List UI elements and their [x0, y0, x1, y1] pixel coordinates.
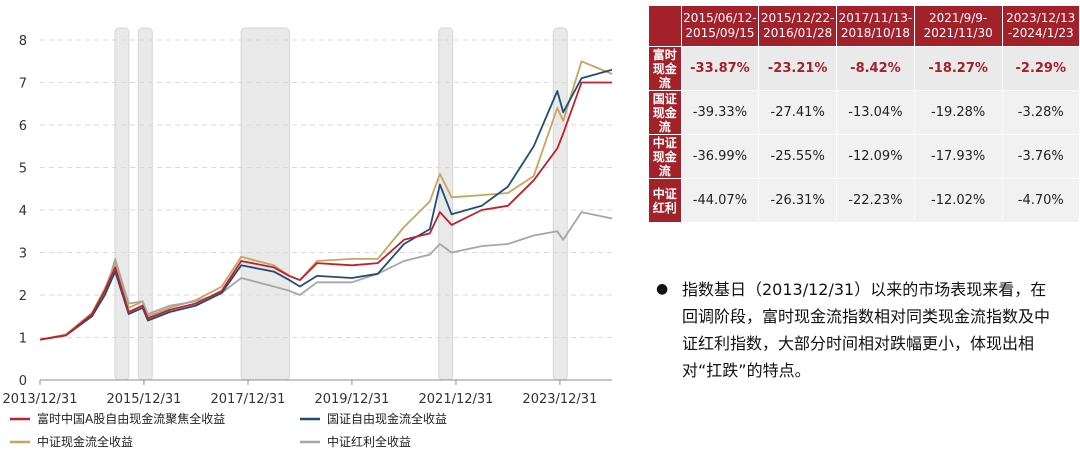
- y-tick-label: 5: [19, 162, 27, 177]
- table-cell: -8.42%: [836, 46, 915, 91]
- drawdown-period-band: [438, 27, 454, 381]
- series-line: [39, 211, 613, 341]
- table-cell: -2.29%: [1001, 46, 1080, 91]
- row-label-line: 富时: [652, 47, 677, 62]
- table-row: 中证 红利 -44.07% -26.31% -22.23% -12.02% -4.…: [648, 178, 1080, 223]
- row-label-csi-cashflow: 中证 现金流: [648, 134, 682, 179]
- y-tick-label: 2: [19, 289, 27, 304]
- row-label-line: 流: [658, 75, 671, 90]
- drawdown-period-band: [240, 27, 290, 381]
- table-cell: -39.33%: [680, 90, 760, 135]
- y-tick-label: 6: [19, 119, 27, 134]
- header-line: -2024/1/23: [1007, 26, 1074, 40]
- row-label-line: 现金: [652, 61, 677, 76]
- table-cell: -12.02%: [913, 178, 1003, 223]
- header-line: 2018/10/18: [840, 26, 910, 40]
- table-header-row: 2015/06/12- 2015/09/15 2015/12/22- 2016/01…: [648, 5, 1080, 47]
- x-tick-label: 2021/12/31: [419, 392, 494, 407]
- commentary-bullet: ● 指数基日（2013/12/31）以来的市场表现来看，在回调阶段，富时现金流指…: [656, 276, 1061, 384]
- x-tick-label: 2017/12/31: [211, 392, 286, 407]
- header-line: 2017/11/13-: [838, 11, 913, 25]
- row-label-line: 现金: [652, 149, 677, 164]
- bullet-dot-icon: ●: [656, 281, 669, 297]
- header-line: 2016/01/28: [763, 26, 833, 40]
- table-cell: -3.76%: [1001, 134, 1080, 179]
- table-cell: -4.70%: [1001, 178, 1080, 223]
- table-cell: -44.07%: [680, 178, 760, 223]
- y-tick-label: 0: [19, 374, 27, 389]
- drawdown-table: 2015/06/12- 2015/09/15 2015/12/22- 2016/01…: [648, 5, 1080, 223]
- table-cell: -19.28%: [913, 90, 1003, 135]
- x-tick-label: 2019/12/31: [314, 392, 389, 407]
- row-label-ftse-cashflow: 富时 现金流: [648, 46, 682, 91]
- header-line: 2015/06/12-: [683, 11, 757, 25]
- line-chart: 0 1 2 3 4 5 6 7 8 2013/12/31 2015/12/31 2017/12/31 2…: [3, 27, 613, 449]
- table-cell: -36.99%: [680, 134, 760, 179]
- row-label-line: 流: [658, 119, 671, 134]
- y-tick-label: 8: [19, 34, 27, 49]
- table-cell: -13.04%: [836, 90, 915, 135]
- row-label-guozheng-cashflow: 国证 现金流: [648, 90, 682, 135]
- y-tick-label: 1: [19, 332, 27, 347]
- table-row: 国证 现金流 -39.33% -27.41% -13.04% -19.28% -3…: [648, 90, 1080, 135]
- row-label-line: 现金: [652, 105, 677, 120]
- row-label-line: 中证: [652, 186, 677, 201]
- legend-label: 富时中国A股自由现金流聚焦全收益: [37, 411, 225, 426]
- drawdown-period-band: [114, 27, 130, 381]
- x-tick-label: 2013/12/31: [3, 392, 78, 407]
- commentary-text: 指数基日（2013/12/31）以来的市场表现来看，在回调阶段，富时现金流指数相…: [682, 280, 1051, 380]
- legend-label: 中证现金流全收益: [37, 434, 133, 449]
- table-header-period-1: 2015/06/12- 2015/09/15: [680, 5, 760, 47]
- y-tick-label: 4: [19, 204, 27, 219]
- table-header-period-2: 2015/12/22- 2016/01/28: [758, 5, 838, 47]
- table-header-period-5: 2023/12/13 -2024/1/23: [1001, 5, 1080, 47]
- series-line: [39, 81, 612, 341]
- table-row: 中证 现金流 -36.99% -25.55% -12.09% -17.93% -3…: [648, 134, 1080, 179]
- header-line: 2015/12/22-: [760, 11, 835, 25]
- table-header-period-3: 2017/11/13- 2018/10/18: [836, 5, 915, 47]
- table-corner-cell: [648, 5, 682, 47]
- y-tick-label: 3: [19, 247, 27, 262]
- row-label-line: 中证: [652, 135, 677, 150]
- header-line: 2021/9/9-: [929, 11, 988, 25]
- drawdown-period-band: [137, 27, 153, 381]
- table-cell: -27.41%: [758, 90, 838, 135]
- row-label-line: 红利: [652, 200, 677, 215]
- x-tick-label: 2023/12/31: [522, 392, 597, 407]
- row-label-line: 流: [658, 163, 671, 178]
- table-cell: -18.27%: [913, 46, 1003, 91]
- legend-label: 中证红利全收益: [327, 434, 411, 449]
- row-label-csi-dividend: 中证 红利: [648, 178, 682, 223]
- header-line: 2015/09/15: [685, 26, 755, 40]
- header-line: 2021/11/30: [923, 26, 993, 40]
- table-cell: -3.28%: [1001, 90, 1080, 135]
- y-tick-label: 7: [19, 77, 27, 92]
- table-cell: -25.55%: [758, 134, 838, 179]
- table-cell: -23.21%: [758, 46, 838, 91]
- table-cell: -22.23%: [836, 178, 915, 223]
- table-row: 富时 现金流 -33.87% -23.21% -8.42% -18.27% -2.…: [648, 46, 1080, 91]
- table-cell: -12.09%: [836, 134, 915, 179]
- row-label-line: 国证: [652, 91, 677, 106]
- table-cell: -33.87%: [680, 46, 760, 91]
- drawdown-period-band: [552, 27, 568, 381]
- header-line: 2023/12/13: [1006, 11, 1076, 25]
- legend-label: 国证自由现金流全收益: [327, 411, 447, 426]
- table-cell: -17.93%: [913, 134, 1003, 179]
- table-cell: -26.31%: [758, 178, 838, 223]
- x-tick-label: 2015/12/31: [106, 392, 181, 407]
- table-header-period-4: 2021/9/9- 2021/11/30: [913, 5, 1003, 47]
